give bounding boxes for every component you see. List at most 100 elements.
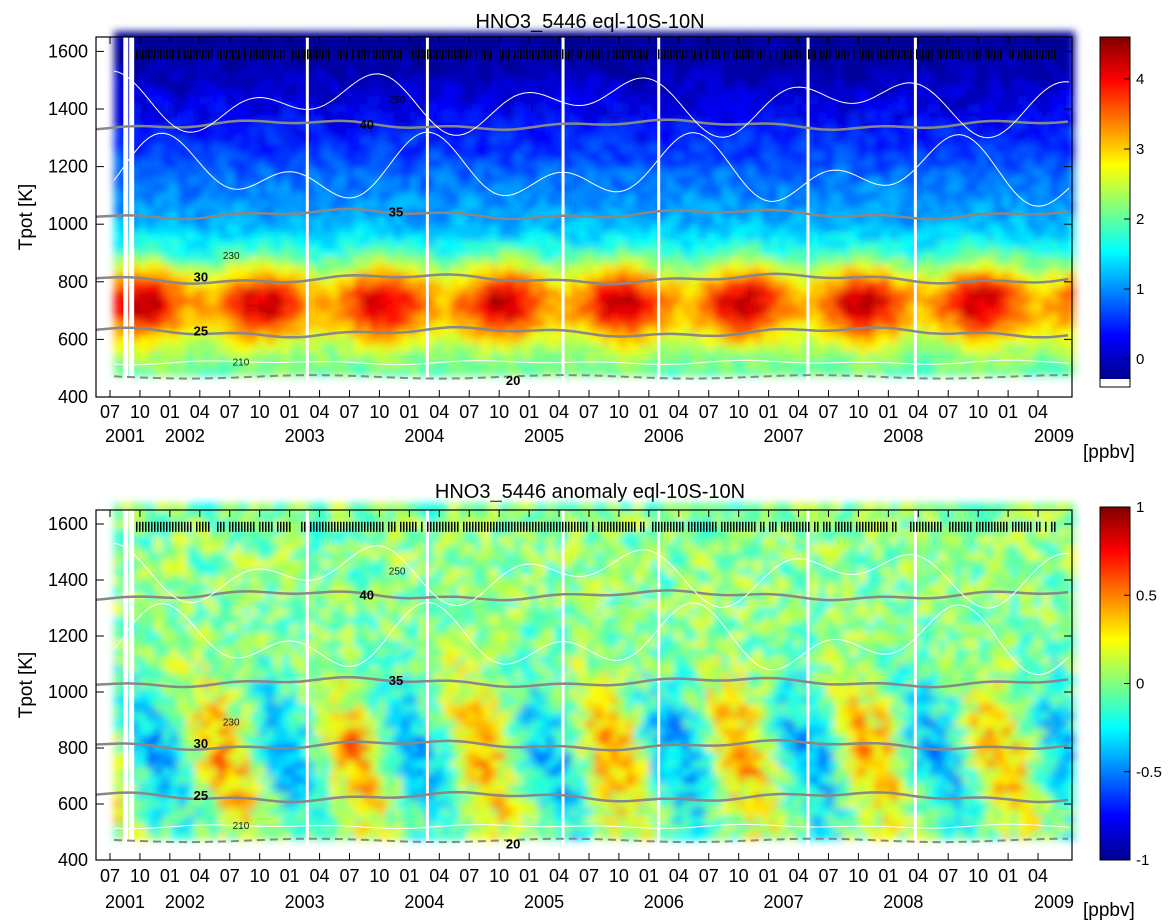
heatmap-cell <box>410 31 419 41</box>
heatmap-cell <box>506 31 515 41</box>
heatmap-cell <box>978 335 987 345</box>
heatmap-cell <box>882 103 891 113</box>
heatmap-cell <box>954 231 963 241</box>
heatmap-cell <box>458 191 467 201</box>
heatmap-cell <box>306 191 315 201</box>
heatmap-cell <box>562 287 571 297</box>
heatmap-cell <box>170 207 179 217</box>
heatmap-cell <box>450 279 459 289</box>
heatmap-cell <box>306 263 315 273</box>
heatmap-cell <box>306 367 315 377</box>
heatmap-cell <box>938 95 947 105</box>
heatmap-cell <box>802 31 811 41</box>
heatmap-cell <box>218 303 227 313</box>
heatmap-cell <box>474 255 483 265</box>
heatmap-cell <box>354 207 363 217</box>
heatmap-cell <box>698 127 707 137</box>
heatmap-cell <box>362 343 371 353</box>
heatmap-cell <box>802 319 811 329</box>
heatmap-cell <box>602 63 611 73</box>
heatmap-cell <box>410 287 419 297</box>
heatmap-cell <box>530 127 539 137</box>
heatmap-cell <box>634 183 643 193</box>
heatmap-cell <box>626 135 635 145</box>
heatmap-cell <box>906 335 915 345</box>
heatmap-cell <box>362 367 371 377</box>
heatmap-cell <box>930 319 939 329</box>
heatmap-cell <box>858 359 867 369</box>
heatmap-cell <box>162 79 171 89</box>
heatmap-cell <box>586 311 595 321</box>
heatmap-cell <box>962 215 971 225</box>
heatmap-cell <box>290 39 299 49</box>
heatmap-cell <box>986 55 995 65</box>
heatmap-cell <box>258 135 267 145</box>
heatmap-cell <box>586 87 595 97</box>
heatmap-cell <box>970 367 979 377</box>
heatmap-cell <box>506 79 515 89</box>
heatmap-cell <box>578 103 587 113</box>
heatmap-cell <box>410 239 419 249</box>
heatmap-cell <box>834 295 843 305</box>
heatmap-cell <box>922 191 931 201</box>
heatmap-cell <box>674 183 683 193</box>
heatmap-cell <box>394 135 403 145</box>
heatmap-cell <box>114 175 123 185</box>
heatmap-cell <box>226 359 235 369</box>
heatmap-cell <box>578 255 587 265</box>
heatmap-cell <box>874 175 883 185</box>
heatmap-cell <box>578 183 587 193</box>
heatmap-cell <box>738 223 747 233</box>
heatmap-cell <box>274 335 283 345</box>
heatmap-cell <box>546 247 555 257</box>
heatmap-cell <box>730 167 739 177</box>
heatmap-cell <box>378 247 387 257</box>
heatmap-cell <box>882 255 891 265</box>
heatmap-cell <box>746 343 755 353</box>
heatmap-cell <box>314 255 323 265</box>
heatmap-cell <box>850 263 859 273</box>
heatmap-cell <box>810 255 819 265</box>
heatmap-cell <box>538 95 547 105</box>
heatmap-cell <box>418 367 427 377</box>
heatmap-cell <box>250 127 259 137</box>
heatmap-cell <box>762 303 771 313</box>
heatmap-cell <box>930 311 939 321</box>
heatmap-cell <box>114 159 123 169</box>
heatmap-cell <box>682 215 691 225</box>
heatmap-cell <box>730 127 739 137</box>
heatmap-cell <box>602 319 611 329</box>
heatmap-cell <box>146 183 155 193</box>
heatmap-cell <box>834 247 843 257</box>
heatmap-cell <box>890 111 899 121</box>
heatmap-cell <box>714 223 723 233</box>
heatmap-cell <box>642 367 651 377</box>
heatmap-cell <box>762 127 771 137</box>
heatmap-cell <box>994 87 1003 97</box>
heatmap-cell <box>986 343 995 353</box>
heatmap-cell <box>306 39 315 49</box>
heatmap-cell <box>186 351 195 361</box>
heatmap-cell <box>394 159 403 169</box>
heatmap-cell <box>714 367 723 377</box>
heatmap-cell <box>714 55 723 65</box>
heatmap-cell <box>418 167 427 177</box>
heatmap-cell <box>218 231 227 241</box>
heatmap-cell <box>738 159 747 169</box>
heatmap-cell <box>258 279 267 289</box>
heatmap-cell <box>282 191 291 201</box>
heatmap-cell <box>770 111 779 121</box>
heatmap-cell <box>922 231 931 241</box>
heatmap-cell <box>610 39 619 49</box>
heatmap-cell <box>402 183 411 193</box>
heatmap-cell <box>210 327 219 337</box>
heatmap-cell <box>130 175 139 185</box>
heatmap-cell <box>674 255 683 265</box>
heatmap-cell <box>1002 159 1011 169</box>
heatmap-cell <box>426 127 435 137</box>
heatmap-cell <box>658 127 667 137</box>
heatmap-cell <box>522 151 531 161</box>
heatmap-cell <box>690 31 699 41</box>
heatmap-cell <box>698 71 707 81</box>
heatmap-cell <box>138 327 147 337</box>
